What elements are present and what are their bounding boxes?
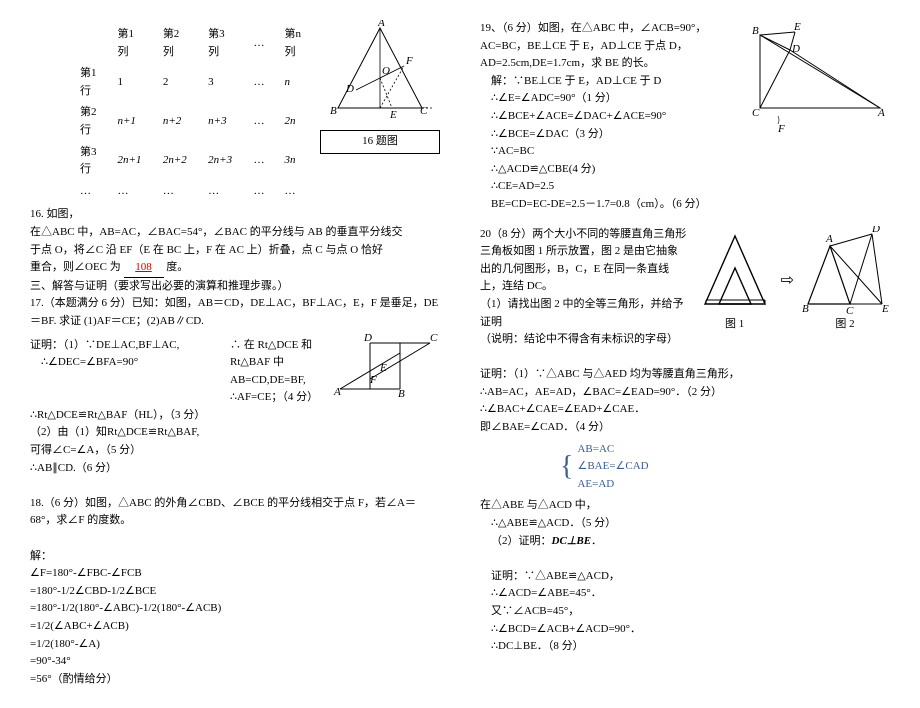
q18-line: =90°-34° (30, 653, 440, 671)
q20-line: 证明：∵△ABE≌△ACD， (491, 568, 890, 586)
q19-line: BE=CD=EC-DE=2.5－1.7=0.8（cm）。（6 分） (491, 196, 890, 214)
q17-right-line: ∴AF=CE；（4 分） (230, 389, 318, 407)
q19-figure: B E D C A F (750, 20, 890, 140)
svg-text:B: B (802, 303, 809, 315)
q17-right-line: AB=CD,DE=BF, (230, 372, 318, 390)
q17-proof-line: ∴AB∥CD.（6 分） (30, 460, 440, 478)
q20-proof-lead: 证明：（1）∵△ABC 与△AED 均为等腰直角三角形， (480, 366, 890, 384)
svg-text:B: B (330, 105, 337, 117)
q18-line: 解： (30, 548, 440, 566)
sequence-table: 第1列 第2列 第3列 … 第n列 第1行123…n 第2行n+1n+2n+3…… (70, 24, 312, 202)
q20-line: ∴∠BCD=∠ACB+∠ACD=90°． (491, 621, 890, 639)
svg-text:B: B (752, 25, 759, 37)
q20-line: 又∵∠ACB=45°， (491, 603, 890, 621)
svg-text:E: E (379, 362, 387, 374)
left-column: A B C D O E F 16 题图 第1列 第2列 第3列 … 第n列 第1… (30, 20, 440, 688)
q19-line: ∴△ACD≌△CBE(4 分) (491, 161, 890, 179)
q20-box-line: AB=AC (577, 441, 648, 459)
svg-text:O: O (382, 65, 390, 77)
svg-text:D: D (363, 332, 372, 344)
svg-text:C: C (420, 105, 428, 117)
svg-text:D: D (791, 43, 800, 55)
fig1-label: 图 1 (695, 316, 775, 334)
q20-note: （说明：结论中不得含有未标识的字母） (480, 331, 890, 349)
svg-text:E: E (881, 303, 889, 315)
svg-text:D: D (345, 83, 354, 95)
q17-proof-line: ∴Rt△DCE≌Rt△BAF（HL），（3 分） (30, 407, 440, 425)
svg-text:B: B (398, 388, 405, 400)
q18-line: =180°-1/2(180°-∠ABC)-1/2(180°-∠ACB) (30, 600, 440, 618)
q20-box-line: ∠BAE=∠CAD (577, 458, 648, 476)
q18-line: =180°-1/2∠CBD-1/2∠BCE (30, 583, 440, 601)
q20-line: ∴∠ACD=∠ABE=45°． (491, 585, 890, 603)
q20-line: 即∠BAE=∠CAD．（4 分） (480, 419, 890, 437)
q16-caption: 16 题图 (320, 130, 440, 154)
q20-line: ∴∠BAC+∠CAE=∠EAD+∠CAE． (480, 401, 890, 419)
q16-line3: 重合，则∠OEC 为 108 度。 (30, 259, 440, 278)
svg-text:C: C (430, 332, 438, 344)
svg-text:A: A (333, 386, 341, 398)
svg-text:E: E (389, 109, 397, 121)
q16-answer: 108 (135, 261, 152, 273)
q16-lead: 16. 如图， (30, 206, 440, 224)
q18-stem: 18.（6 分）如图，△ABC 的外角∠CBD、∠BCE 的平分线相交于点 F，… (30, 495, 440, 530)
q19-line: ∵AC=BC (491, 143, 890, 161)
q19-line: ∴CE=AD=2.5 (491, 178, 890, 196)
fig2-label: 图 2 (800, 316, 890, 334)
q20-line: ∴AB=AC，AE=AD，∠BAC=∠EAD=90°．（2 分） (480, 384, 890, 402)
q17-right-line: ∴ 在 Rt△DCE 和 (230, 337, 318, 355)
q17-right-line: Rt△BAF 中 (230, 354, 318, 372)
svg-text:C: C (752, 107, 760, 119)
q17-stem: 17.（本题满分 6 分）已知：如图，AB＝CD，DE⊥AC，BF⊥AC，E，F… (30, 295, 440, 330)
q18-line: ∠F=180°-∠FBC-∠FCB (30, 565, 440, 583)
svg-text:A: A (825, 233, 833, 245)
svg-text:E: E (793, 21, 801, 33)
svg-text:C: C (846, 305, 854, 316)
q16-figure: A B C D O E F 16 题图 (320, 20, 440, 154)
section-3-heading: 三、解答与证明（要求写出必要的演算和推理步骤。） (30, 278, 440, 296)
q17-figure: A B C D E F (330, 331, 440, 401)
q20-line: ∴△ABE≌△ACD．（5 分） (491, 515, 890, 533)
q17-proof-line: ∴∠DEC=∠BFA=90° (41, 354, 230, 372)
svg-text:F: F (777, 123, 785, 135)
svg-text:D: D (871, 226, 880, 235)
q20-sub2: （2）证明：DC⊥BE． (491, 533, 890, 551)
q17-proof-line: 可得∠C=∠A，（5 分） (30, 442, 440, 460)
q17-proof-line: 证明：（1）∵DE⊥AC,BF⊥AC, (30, 337, 230, 355)
svg-text:A: A (877, 107, 885, 119)
right-column: B E D C A F 19、（6 分）如图，在△ABC 中，∠ACB=90°，… (480, 20, 890, 688)
q18-line: =56°（酌情给分） (30, 671, 440, 689)
svg-text:A: A (377, 20, 385, 29)
svg-text:F: F (405, 55, 413, 67)
q20-line: 在△ABE 与△ACD 中， (480, 497, 890, 515)
q16-line1: 在△ABC 中，AB=AC，∠BAC=54°，∠BAC 的平分线与 AB 的垂直… (30, 224, 440, 242)
q20-figures: 图 1 ⇨ A B C D E (695, 226, 890, 334)
q16-line2: 于点 O，将∠C 沿 EF（E 在 BC 上，F 在 AC 上）折叠，点 C 与… (30, 242, 440, 260)
q20-box-line: AE=AD (577, 476, 648, 494)
q20-line: ∴DC⊥BE．（8 分） (491, 638, 890, 656)
q18-line: =1/2(180°-∠A) (30, 636, 440, 654)
q18-line: =1/2(∠ABC+∠ACB) (30, 618, 440, 636)
svg-text:F: F (369, 374, 377, 386)
q17-proof-line: （2）由（1）知Rt△DCE≌Rt△BAF, (30, 424, 440, 442)
